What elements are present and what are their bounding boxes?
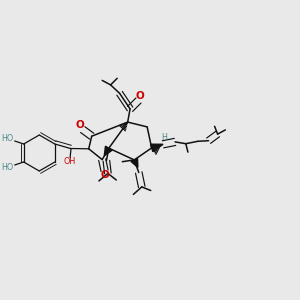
Text: H: H: [161, 133, 167, 142]
Text: HO: HO: [2, 134, 14, 143]
Polygon shape: [104, 146, 112, 156]
Text: O: O: [101, 170, 110, 181]
Text: O: O: [136, 91, 145, 101]
Polygon shape: [131, 158, 138, 167]
Text: HO: HO: [2, 163, 14, 172]
Polygon shape: [151, 144, 163, 152]
Text: OH: OH: [64, 157, 76, 166]
Text: O: O: [76, 120, 85, 130]
